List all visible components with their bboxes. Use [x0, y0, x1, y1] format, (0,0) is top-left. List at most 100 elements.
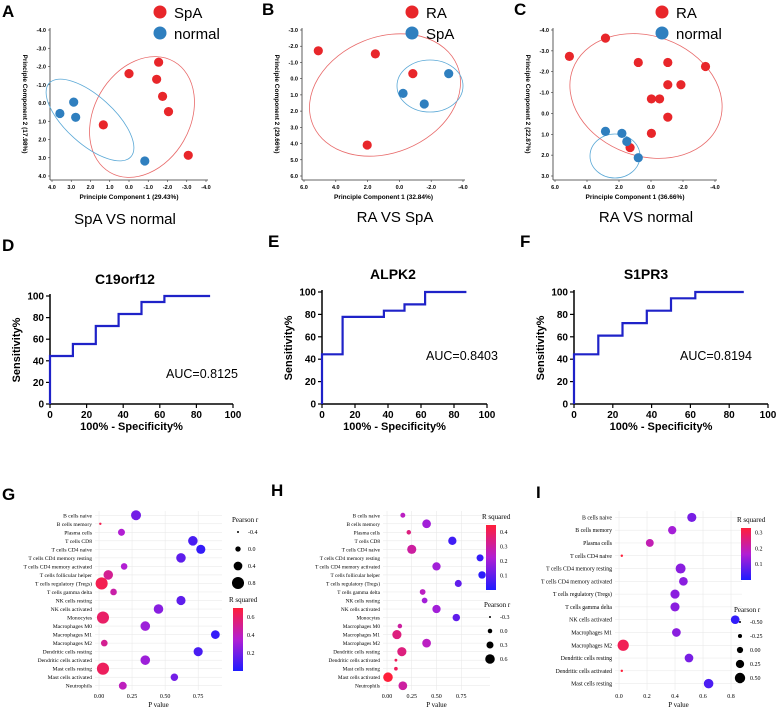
- color-legend-label: 0.4: [247, 633, 255, 639]
- x-axis-label: 100% - Specificity%: [610, 421, 713, 433]
- bubble: [110, 588, 117, 596]
- roc-curve: [572, 290, 744, 404]
- bubble: [96, 662, 110, 675]
- x-tick-label: 4.0: [332, 185, 340, 191]
- y-tick-label: -2.0: [37, 65, 46, 71]
- color-legend-bar: [486, 525, 496, 590]
- x-tick-label: 0.0: [396, 185, 404, 191]
- y-tick-label: -3.0: [540, 49, 549, 55]
- size-legend-label: -0.25: [750, 634, 763, 640]
- x-tick-label: 0.8: [727, 694, 735, 700]
- x-tick-label: 0.25: [407, 694, 418, 700]
- x-axis-label: 100% - Specificity%: [80, 421, 183, 433]
- x-tick-label: -2.0: [163, 185, 172, 191]
- bubble: [452, 613, 461, 622]
- bubble: [394, 658, 398, 662]
- y-axis-label: Principle Component 2 (22.87%): [524, 55, 531, 154]
- x-axis-label: Principle Component 1 (36.66%): [586, 194, 685, 201]
- point-spa: [152, 74, 162, 84]
- y-tick-label: 60: [33, 335, 45, 346]
- y-tick-label: 40: [33, 356, 45, 367]
- x-tick-label: 80: [191, 410, 203, 421]
- bubble: [679, 576, 688, 586]
- x-tick-label: 4.0: [583, 185, 591, 191]
- y-tick-label: 0.0: [38, 101, 46, 107]
- y-tick-label: -3.0: [37, 46, 46, 52]
- row-label: B cells naive: [353, 513, 381, 519]
- group-ellipse: [45, 78, 135, 162]
- row-label: T cells CD4 memory resting: [320, 556, 381, 562]
- row-label: Mast cells resting: [53, 667, 93, 673]
- legend-label: RA: [676, 5, 697, 22]
- y-tick-label: -1.0: [540, 91, 549, 97]
- row-label: Dendritic cells resting: [333, 650, 380, 656]
- row-label: Neutrophils: [355, 684, 380, 690]
- row-label: T cells regulatory (Tregs): [35, 580, 92, 587]
- row-label: T cells CD8: [65, 539, 92, 545]
- x-tick-label: 0.75: [456, 694, 467, 700]
- x-tick-label: -2.0: [678, 185, 687, 191]
- y-tick-label: 60: [305, 332, 317, 343]
- row-label: Mast cells resting: [571, 682, 612, 688]
- y-tick-label: 80: [305, 310, 317, 321]
- row-label: T cells CD4 naive: [570, 554, 612, 560]
- bubble: [392, 630, 402, 640]
- size-legend-label: -0.4: [248, 530, 258, 536]
- bubble: [99, 522, 102, 525]
- bubble: [140, 621, 151, 631]
- row-label: Plasma cells: [583, 541, 613, 547]
- point-normal: [55, 108, 65, 119]
- point-ra: [564, 51, 575, 61]
- point-normal: [633, 153, 643, 163]
- y-axis-label: Principle Component 2 (29.66%): [273, 55, 280, 154]
- group-ellipse: [89, 56, 195, 178]
- x-tick-label: 0.0: [647, 185, 655, 191]
- row-label: Macrophages M2: [571, 643, 612, 649]
- x-tick-label: 40: [646, 410, 658, 421]
- size-legend-marker: [737, 633, 743, 639]
- x-tick-label: -4.0: [710, 185, 719, 191]
- row-label: Dendritic cells resting: [561, 656, 612, 662]
- x-tick-label: 60: [685, 410, 697, 421]
- bubble: [140, 655, 151, 665]
- row-label: NK cells resting: [56, 599, 93, 605]
- size-legend-label: 0.0: [500, 629, 508, 635]
- legend-marker: [405, 26, 419, 40]
- row-label: B cells memory: [57, 522, 93, 528]
- bubble: [196, 544, 206, 554]
- row-label: Monocytes: [67, 616, 92, 622]
- size-legend-marker: [485, 654, 495, 664]
- point-ra: [676, 80, 686, 90]
- x-axis-label: P value: [148, 701, 169, 709]
- point-ra: [663, 80, 673, 90]
- bubble: [687, 512, 697, 522]
- x-tick-label: 60: [415, 410, 427, 421]
- size-legend-marker: [231, 576, 245, 590]
- row-label: Macrophages M0: [53, 624, 93, 630]
- row-label: T cells CD4 memory activated: [541, 579, 612, 585]
- bubble: [668, 526, 677, 535]
- color-legend-title: R squared: [229, 596, 258, 604]
- y-tick-label: 40: [305, 355, 317, 366]
- x-tick-label: 4.0: [48, 185, 56, 191]
- x-tick-label: 6.0: [551, 185, 559, 191]
- x-tick-label: 0.50: [431, 694, 442, 700]
- point-normal: [69, 97, 79, 107]
- row-label: T cells CD4 memory activated: [315, 564, 380, 570]
- row-label: Dendritic cells activated: [38, 658, 93, 664]
- legend-label: normal: [174, 26, 220, 43]
- size-legend-marker: [734, 672, 746, 684]
- point-ra: [362, 140, 372, 150]
- row-label: T cells follicular helper: [40, 572, 92, 579]
- bubble: [675, 563, 686, 574]
- row-label: T cells regulatory (Tregs): [553, 591, 612, 598]
- bubble: [684, 653, 694, 663]
- row-label: Dendritic cells resting: [43, 650, 93, 656]
- x-tick-label: 40: [382, 410, 394, 421]
- color-legend-title: R squared: [737, 516, 766, 524]
- legend-label: normal: [676, 26, 722, 43]
- row-label: Macrophages M1: [343, 633, 381, 639]
- bubble: [645, 539, 654, 547]
- x-tick-label: 6.0: [300, 185, 308, 191]
- legend-label: RA: [426, 5, 447, 22]
